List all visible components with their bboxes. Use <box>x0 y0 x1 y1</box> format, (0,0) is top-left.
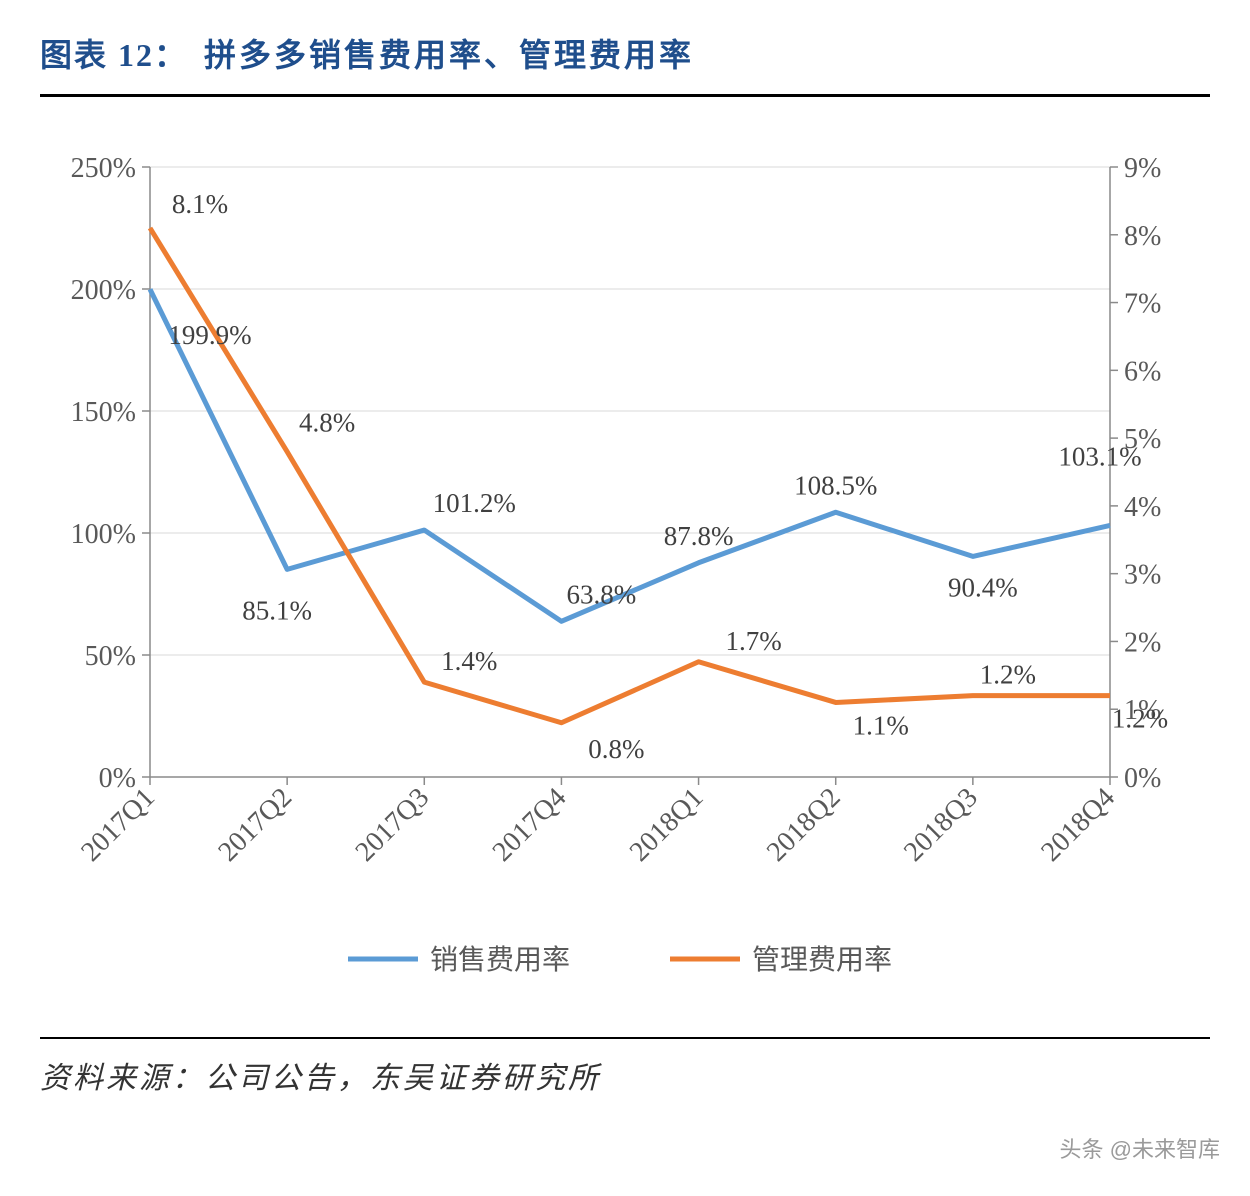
svg-text:250%: 250% <box>71 153 136 184</box>
svg-text:2018Q3: 2018Q3 <box>898 782 984 868</box>
chart-title: 拼多多销售费用率、管理费用率 <box>204 30 694 76</box>
svg-text:6%: 6% <box>1124 356 1161 387</box>
svg-text:85.1%: 85.1% <box>242 595 312 625</box>
chart-area: 0%50%100%150%200%250%0%1%2%3%4%5%6%7%8%9… <box>40 107 1210 1007</box>
svg-text:199.9%: 199.9% <box>168 320 251 350</box>
svg-text:管理费用率: 管理费用率 <box>752 944 892 976</box>
svg-text:150%: 150% <box>71 397 136 428</box>
svg-text:63.8%: 63.8% <box>567 579 637 609</box>
svg-text:200%: 200% <box>71 275 136 306</box>
svg-text:108.5%: 108.5% <box>794 470 877 500</box>
svg-text:1.4%: 1.4% <box>441 646 497 676</box>
svg-text:销售费用率: 销售费用率 <box>430 944 570 976</box>
svg-text:87.8%: 87.8% <box>664 521 734 551</box>
svg-text:100%: 100% <box>71 519 136 550</box>
svg-text:2017Q3: 2017Q3 <box>350 782 436 868</box>
source-text: 资料来源：公司公告，东吴证券研究所 <box>40 1053 1210 1097</box>
svg-text:1.2%: 1.2% <box>1112 704 1168 734</box>
svg-text:1.7%: 1.7% <box>725 626 781 656</box>
svg-text:4%: 4% <box>1124 492 1161 523</box>
svg-text:1.1%: 1.1% <box>853 710 909 740</box>
svg-text:0.8%: 0.8% <box>588 734 644 764</box>
chart-title-row: 图表 12： 拼多多销售费用率、管理费用率 <box>40 30 1210 97</box>
footer-rule: 资料来源：公司公告，东吴证券研究所 <box>40 1037 1210 1097</box>
svg-text:103.1%: 103.1% <box>1058 441 1141 471</box>
line-chart: 0%50%100%150%200%250%0%1%2%3%4%5%6%7%8%9… <box>40 107 1210 1007</box>
svg-text:101.2%: 101.2% <box>433 488 516 518</box>
svg-text:50%: 50% <box>85 641 136 672</box>
svg-text:90.4%: 90.4% <box>948 572 1018 602</box>
svg-text:8%: 8% <box>1124 221 1161 252</box>
svg-text:2018Q2: 2018Q2 <box>761 782 847 868</box>
svg-text:4.8%: 4.8% <box>299 408 355 438</box>
svg-text:3%: 3% <box>1124 560 1161 591</box>
svg-text:1.2%: 1.2% <box>980 660 1036 690</box>
chart-number: 图表 12： <box>40 30 188 76</box>
svg-text:2017Q1: 2017Q1 <box>75 782 161 868</box>
watermark: 头条 @未来智库 <box>1060 1132 1220 1164</box>
svg-text:7%: 7% <box>1124 289 1161 320</box>
svg-text:0%: 0% <box>1124 763 1161 794</box>
svg-text:9%: 9% <box>1124 153 1161 184</box>
svg-text:2%: 2% <box>1124 627 1161 658</box>
svg-text:2017Q2: 2017Q2 <box>212 782 298 868</box>
svg-text:2018Q4: 2018Q4 <box>1035 782 1121 868</box>
svg-text:2018Q1: 2018Q1 <box>624 782 710 868</box>
svg-text:8.1%: 8.1% <box>172 189 228 219</box>
svg-text:2017Q4: 2017Q4 <box>487 782 573 868</box>
